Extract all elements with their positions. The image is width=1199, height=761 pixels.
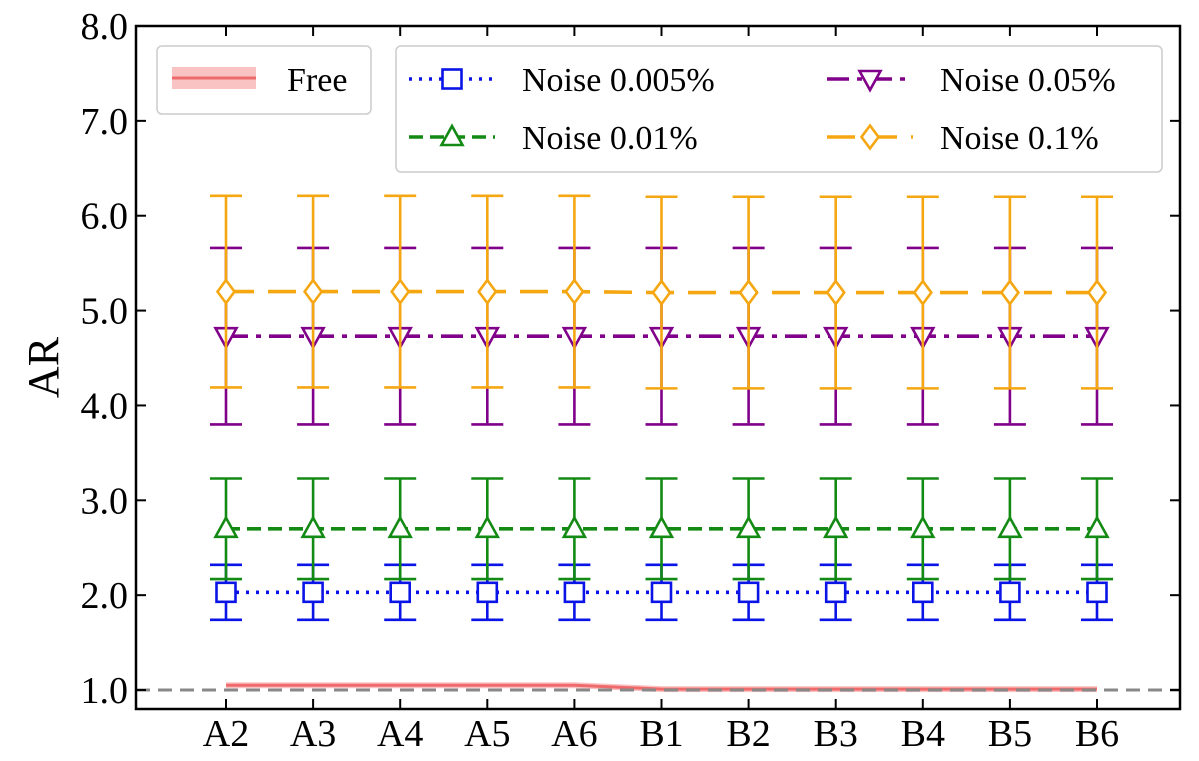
data-point <box>302 277 324 306</box>
legend: Free Noise 0.005% Noise 0.01% Noise 0.05% No… <box>156 45 1163 173</box>
legend-entry-3: Noise 0.1% <box>827 120 1099 157</box>
y-tick-label: 5.0 <box>81 291 129 333</box>
legend-box-free <box>156 45 372 115</box>
axes-layer: 1.0 2.0 3.0 4.0 5.0 6.0 7.0 8.0 A2 A3 A4 A5 A6 B1 B2 B3… <box>19 6 1182 755</box>
legend-marker <box>857 69 883 93</box>
y-tick-label: 4.0 <box>81 385 129 427</box>
y-tick-label: 2.0 <box>81 575 129 617</box>
data-point <box>738 278 759 307</box>
data-point <box>300 515 326 539</box>
legend-box-noise <box>395 45 1163 173</box>
x-tick-label: B4 <box>901 713 945 755</box>
noise-series-layer <box>210 194 1113 622</box>
legend-label: Noise 0.005% <box>522 62 715 99</box>
data-point <box>822 515 849 539</box>
x-tick-label: B1 <box>639 713 683 755</box>
legend-marker <box>441 68 463 90</box>
data-point <box>387 515 413 539</box>
series-1 <box>210 477 1113 581</box>
y-tick-label: 3.0 <box>81 480 129 522</box>
data-point <box>651 278 672 307</box>
plot-frame <box>134 24 1182 711</box>
legend-entry-0: Noise 0.005% <box>409 62 715 99</box>
data-point <box>215 581 237 604</box>
data-point <box>912 278 933 307</box>
data-point <box>215 277 237 306</box>
data-point <box>389 581 412 604</box>
data-point <box>1086 278 1108 307</box>
data-point <box>1084 515 1110 539</box>
data-point <box>825 278 846 307</box>
x-tick-label: B2 <box>726 713 770 755</box>
y-tick-label: 7.0 <box>81 101 129 143</box>
x-tick-label: A3 <box>290 713 336 755</box>
legend-label: Noise 0.01% <box>522 120 698 157</box>
data-point <box>213 515 239 539</box>
data-point <box>476 581 499 604</box>
data-point <box>648 515 675 539</box>
data-point <box>735 515 762 539</box>
legend-entry-1: Noise 0.01% <box>409 120 698 157</box>
y-tick-label: 8.0 <box>81 6 129 48</box>
data-point <box>390 277 411 306</box>
data-point <box>564 277 585 306</box>
x-tick-label: B6 <box>1075 713 1119 755</box>
y-tick-label: 6.0 <box>81 196 129 238</box>
data-point <box>302 581 324 604</box>
legend-label: Noise 0.05% <box>940 62 1116 99</box>
x-tick-label: A2 <box>203 713 249 755</box>
data-point <box>477 277 498 306</box>
data-point <box>910 515 936 539</box>
legend-marker <box>439 123 465 147</box>
x-tick-label: A4 <box>377 713 423 755</box>
data-point <box>999 581 1021 604</box>
data-point <box>561 515 588 539</box>
data-point <box>824 581 847 604</box>
y-axis-label: AR <box>19 336 68 398</box>
legend-marker <box>859 123 881 151</box>
data-point <box>737 581 760 604</box>
data-point <box>563 581 586 604</box>
legend-label-free: Free <box>287 62 347 99</box>
data-point <box>911 581 934 604</box>
data-point <box>650 581 673 604</box>
legend-entry-2: Noise 0.05% <box>827 62 1116 99</box>
data-point <box>1086 581 1108 604</box>
data-point <box>997 515 1023 539</box>
y-tick-label: 1.0 <box>81 670 129 712</box>
x-tick-label: A6 <box>551 713 597 755</box>
series-0 <box>210 563 1113 622</box>
x-tick-label: A5 <box>464 713 510 755</box>
data-point <box>999 278 1021 307</box>
series-3 <box>210 194 1113 390</box>
x-tick-label: B5 <box>988 713 1032 755</box>
data-point <box>474 515 501 539</box>
x-tick-label: B3 <box>814 713 858 755</box>
legend-label: Noise 0.1% <box>940 120 1099 157</box>
